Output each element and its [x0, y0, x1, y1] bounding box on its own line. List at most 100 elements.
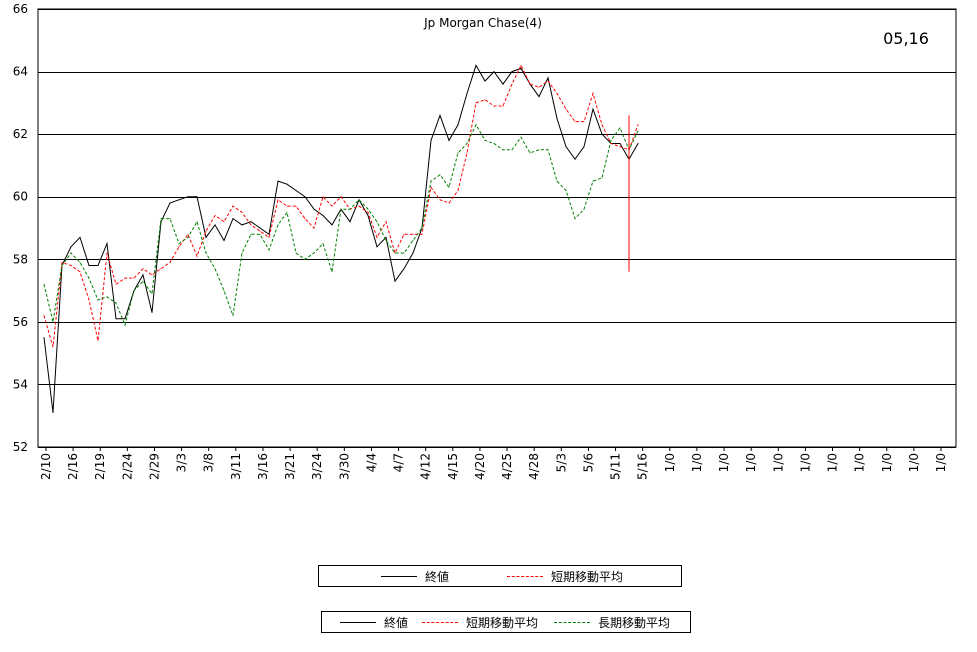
data-point	[529, 152, 531, 154]
y-tick-label: 56	[13, 315, 28, 329]
data-point	[106, 243, 108, 245]
data-point	[565, 190, 567, 191]
data-point	[475, 64, 477, 66]
data-point	[637, 130, 639, 132]
y-tick-label: 54	[13, 377, 28, 391]
data-point	[295, 190, 297, 191]
data-point	[313, 227, 315, 229]
data-point	[196, 221, 198, 223]
data-point	[484, 80, 486, 82]
data-point	[52, 346, 54, 348]
x-tick-label: 1/0	[934, 453, 948, 472]
data-point	[52, 412, 54, 414]
data-point	[151, 312, 153, 313]
data-point	[412, 252, 414, 254]
data-point	[592, 108, 594, 110]
data-point	[331, 224, 333, 226]
data-point	[70, 265, 72, 266]
data-point	[412, 240, 414, 241]
data-point	[232, 315, 234, 317]
data-point	[313, 208, 315, 210]
y-tick-label: 62	[13, 127, 28, 141]
legend-swatch	[554, 621, 590, 623]
data-point	[214, 268, 216, 270]
data-point	[538, 96, 540, 98]
data-point	[430, 139, 432, 141]
x-tick-label: 3/21	[283, 453, 297, 480]
data-point	[349, 221, 351, 223]
data-point	[295, 205, 297, 207]
data-point	[61, 261, 63, 263]
x-tick-label: 3/16	[256, 453, 270, 480]
data-point	[142, 268, 144, 270]
data-point	[133, 290, 135, 292]
series-line-long-ma	[43, 123, 639, 327]
x-tick-label: 2/10	[39, 453, 53, 480]
x-tick-label: 4/4	[364, 453, 378, 472]
data-point	[403, 233, 405, 235]
data-point	[385, 221, 387, 223]
data-point	[547, 77, 549, 79]
data-point	[178, 199, 180, 201]
data-point	[70, 246, 72, 248]
data-point	[250, 221, 252, 223]
legend-item: 終値	[381, 566, 449, 586]
x-tick-label: 1/0	[853, 453, 867, 472]
legend-swatch	[507, 575, 543, 577]
data-point	[97, 340, 99, 342]
x-tick-label: 1/0	[771, 453, 785, 472]
data-point	[583, 146, 585, 148]
data-point	[376, 236, 378, 238]
data-point	[142, 280, 144, 282]
data-point	[502, 83, 504, 85]
data-point	[286, 211, 288, 213]
x-tick-label: 2/24	[120, 453, 134, 480]
data-point	[349, 208, 351, 210]
x-tick-label: 2/19	[93, 453, 107, 480]
data-point	[223, 240, 225, 241]
data-point	[493, 143, 495, 144]
data-point	[241, 224, 243, 226]
data-point	[367, 215, 369, 216]
y-axis-ticks: 52 54 56 58 60 62 64 66	[13, 2, 28, 454]
data-point	[574, 121, 576, 123]
data-point	[466, 143, 468, 144]
x-tick-label: 3/8	[202, 453, 216, 472]
data-point	[313, 252, 315, 254]
data-point	[556, 180, 558, 182]
data-point	[268, 236, 270, 238]
series-lines	[43, 64, 639, 414]
data-point	[223, 290, 225, 292]
data-point	[394, 252, 396, 254]
x-tick-label: 1/0	[907, 453, 921, 472]
legend-item: 短期移動平均	[422, 612, 538, 632]
plot-area	[37, 8, 957, 448]
data-point	[259, 233, 261, 235]
series-line-close	[43, 64, 639, 413]
data-point	[61, 265, 63, 266]
data-point	[565, 108, 567, 110]
x-tick-label: 4/25	[500, 453, 514, 480]
data-point	[448, 139, 450, 141]
legend-swatch	[381, 575, 417, 577]
data-point	[385, 236, 387, 238]
x-tick-label: 3/30	[337, 453, 351, 480]
data-point	[187, 236, 189, 238]
data-point	[277, 224, 279, 226]
date-label: 05,16	[883, 29, 929, 48]
data-point	[475, 102, 477, 104]
data-point	[502, 105, 504, 107]
data-point	[286, 183, 288, 185]
legend-item: 終値	[340, 612, 408, 632]
data-point	[520, 64, 522, 66]
data-point	[286, 205, 288, 207]
data-point	[520, 136, 522, 138]
data-point	[610, 143, 612, 144]
x-tick-label: 4/15	[446, 453, 460, 480]
data-point	[277, 199, 279, 201]
legend-label: 短期移動平均	[551, 569, 624, 584]
legend-box-full: 終値 短期移動平均 長期移動平均	[321, 611, 691, 633]
legend-item: 短期移動平均	[507, 566, 623, 586]
x-tick-label: 1/0	[826, 453, 840, 472]
